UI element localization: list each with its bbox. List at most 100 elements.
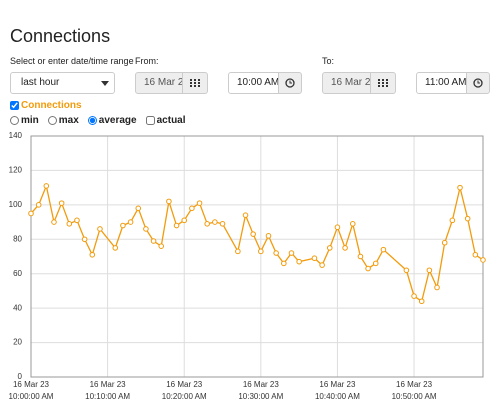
data-point xyxy=(342,245,348,251)
data-point xyxy=(135,205,142,212)
range-select[interactable]: last hour xyxy=(10,72,115,94)
data-point xyxy=(112,245,119,251)
dropdown-arrow xyxy=(101,81,109,86)
data-point xyxy=(334,224,341,231)
clock-button[interactable] xyxy=(278,72,302,94)
data-point xyxy=(58,200,65,206)
option[interactable]: average xyxy=(87,115,137,126)
checkbox[interactable] xyxy=(145,116,155,125)
x-tick-label: 10:20:00 AM xyxy=(162,392,207,401)
data-point xyxy=(258,248,264,255)
option-label: max xyxy=(58,115,79,126)
clock-icon xyxy=(285,78,295,88)
data-point xyxy=(235,248,241,255)
x-tick-label: 16 Mar 23 xyxy=(13,380,50,389)
clock-button[interactable] xyxy=(466,72,490,94)
y-tick-label: 20 xyxy=(13,338,22,347)
x-tick-label: 16 Mar 23 xyxy=(396,380,433,389)
option-label: min xyxy=(21,115,39,126)
data-point xyxy=(441,239,448,246)
data-point xyxy=(380,246,387,253)
to-label: To: xyxy=(322,56,335,66)
y-tick-label: 80 xyxy=(13,234,22,243)
legend-label: Connections xyxy=(21,100,82,111)
x-tick-label: 10:40:00 AM xyxy=(315,392,360,401)
from-date[interactable]: 16 Mar 23 xyxy=(135,72,183,94)
option-label: average xyxy=(98,115,137,126)
data-point xyxy=(158,243,165,249)
data-point xyxy=(265,233,272,239)
options: min max average actual xyxy=(10,115,186,126)
range-label: Select or enter date/time range xyxy=(10,56,134,66)
data-point xyxy=(173,222,180,229)
data-point xyxy=(74,217,80,224)
page-title: Connections xyxy=(10,26,111,46)
range-value: last hour xyxy=(21,77,60,88)
clock-icon xyxy=(473,78,483,88)
data-point xyxy=(35,202,42,208)
data-point xyxy=(212,219,218,225)
data-point xyxy=(464,215,471,222)
data-point xyxy=(319,262,325,268)
data-point xyxy=(480,257,486,263)
calendar-button[interactable] xyxy=(370,72,396,94)
data-point xyxy=(273,250,279,256)
data-point xyxy=(204,220,211,227)
data-point xyxy=(403,267,410,274)
radio[interactable] xyxy=(47,116,57,125)
data-point xyxy=(365,265,371,272)
to-time[interactable]: 11:00 AM xyxy=(416,72,467,94)
data-point xyxy=(326,245,333,251)
x-tick-label: 16 Mar 23 xyxy=(166,380,203,389)
data-point xyxy=(97,226,103,232)
plot-border xyxy=(30,135,484,378)
data-point xyxy=(434,284,440,291)
x-tick-label: 10:50:00 AM xyxy=(392,392,437,401)
data-point xyxy=(120,222,126,229)
data-point xyxy=(281,260,287,267)
x-tick-label: 16 Mar 23 xyxy=(319,380,356,389)
data-point xyxy=(411,293,417,299)
to-date[interactable]: 16 Mar 23 xyxy=(322,72,371,94)
option[interactable]: min xyxy=(10,115,39,126)
y-tick-label: 100 xyxy=(9,200,23,209)
y-tick-label: 140 xyxy=(9,131,23,140)
option[interactable]: actual xyxy=(145,115,186,126)
data-point xyxy=(66,220,73,227)
data-point xyxy=(250,231,256,237)
data-point xyxy=(418,298,425,305)
x-tick-label: 16 Mar 23 xyxy=(90,380,127,389)
from-time[interactable]: 10:00 AM xyxy=(228,72,279,94)
y-tick-label: 0 xyxy=(18,372,23,381)
data-point xyxy=(219,220,226,227)
x-tick-label: 16 Mar 23 xyxy=(243,380,280,389)
data-point xyxy=(28,210,34,217)
legend-checkbox[interactable] xyxy=(10,101,19,110)
legend-item[interactable]: Connections xyxy=(10,100,82,111)
data-point xyxy=(43,183,50,189)
data-point xyxy=(196,200,203,206)
data-point xyxy=(449,217,456,224)
radio[interactable] xyxy=(10,116,19,125)
calendar-icon xyxy=(190,79,200,87)
y-tick-label: 60 xyxy=(13,269,22,278)
from-label: From: xyxy=(135,56,159,66)
y-tick-label: 40 xyxy=(13,303,22,312)
calendar-button[interactable] xyxy=(182,72,208,94)
x-tick-label: 10:30:00 AM xyxy=(238,392,283,401)
y-tick-label: 120 xyxy=(9,166,23,175)
data-point xyxy=(472,251,479,258)
data-point xyxy=(296,258,302,265)
data-point xyxy=(311,255,318,262)
option[interactable]: max xyxy=(47,115,79,126)
x-tick-label: 10:00:00 AM xyxy=(9,392,54,401)
data-point xyxy=(150,238,157,244)
data-point xyxy=(372,260,379,267)
data-point xyxy=(457,184,463,191)
radio[interactable] xyxy=(87,116,97,125)
data-point xyxy=(426,267,433,274)
data-point xyxy=(288,250,295,256)
x-tick-label: 10:10:00 AM xyxy=(85,392,130,401)
data-point xyxy=(181,217,188,224)
